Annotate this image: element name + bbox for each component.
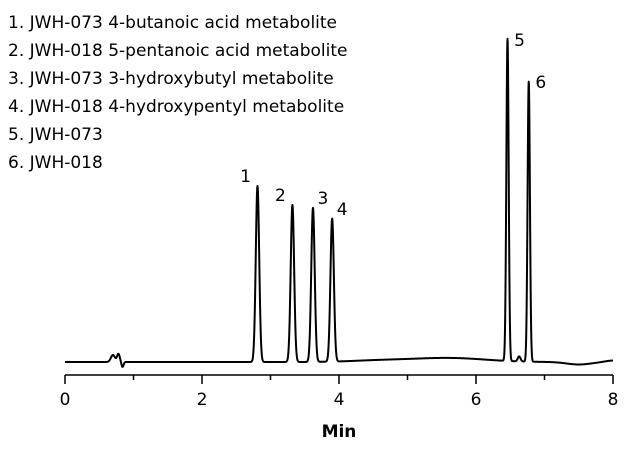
x-ticks: 0 2 4 6 8 — [60, 375, 619, 410]
x-tick-label: 0 — [60, 390, 71, 410]
peak-label-6: 6 — [535, 73, 546, 93]
legend-entry: 5. JWH-073 — [8, 125, 103, 145]
legend-entry: 2. JWH-018 5-pentanoic acid metabolite — [8, 41, 347, 61]
x-axis-label: Min — [322, 422, 357, 442]
peak-label-2: 2 — [275, 186, 286, 206]
legend: 1. JWH-073 4-butanoic acid metabolite 2. … — [8, 13, 347, 173]
peak-label-3: 3 — [318, 189, 329, 209]
x-tick-label: 6 — [471, 390, 482, 410]
chromatogram-trace — [64, 37, 614, 368]
legend-entry: 6. JWH-018 — [8, 153, 103, 173]
legend-entry: 3. JWH-073 3-hydroxybutyl metabolite — [8, 69, 334, 89]
legend-entry: 1. JWH-073 4-butanoic acid metabolite — [8, 13, 337, 33]
x-tick-label: 2 — [197, 390, 208, 410]
legend-entry: 4. JWH-018 4-hydroxypentyl metabolite — [8, 97, 344, 117]
x-tick-label: 8 — [608, 390, 619, 410]
peak-label-1: 1 — [240, 167, 251, 187]
x-tick-label: 4 — [334, 390, 345, 410]
peak-label-5: 5 — [514, 31, 525, 51]
peak-labels: 1 2 34 5 6 — [240, 31, 546, 220]
peak-label-4: 4 — [337, 200, 348, 220]
